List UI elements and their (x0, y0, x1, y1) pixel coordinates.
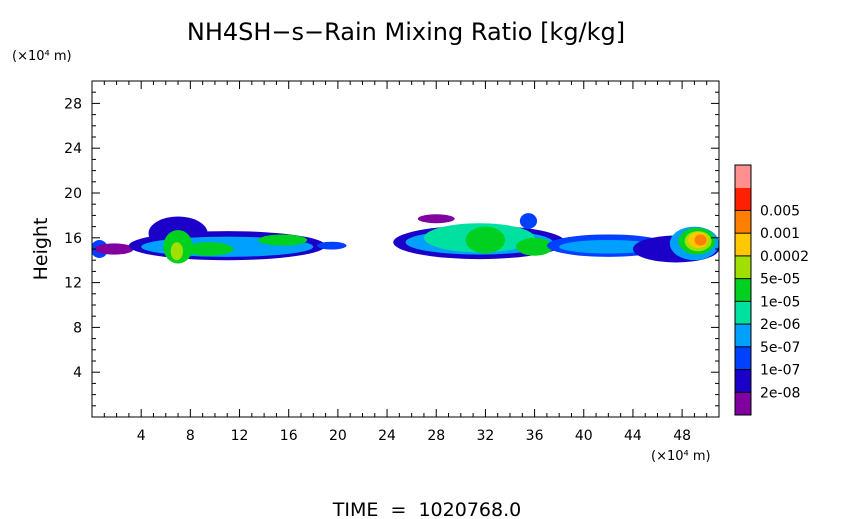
heatmap-region (519, 213, 538, 229)
x-tick-label: 28 (427, 428, 445, 444)
legend-label: 1e-07 (760, 363, 800, 379)
x-tick-label: 8 (186, 428, 195, 444)
y-tick-label: 4 (73, 365, 82, 381)
legend-swatch (735, 210, 751, 234)
y-tick-label: 12 (64, 276, 82, 292)
x-unit-label: (×10⁴ m) (651, 449, 711, 464)
heatmap-region (170, 242, 183, 261)
y-tick-label: 24 (64, 141, 82, 157)
y-unit-label: (×10⁴ m) (12, 49, 72, 64)
heatmap-region (465, 226, 506, 254)
legend-swatch (735, 369, 751, 393)
y-tick-label: 16 (64, 231, 82, 247)
legend-swatch (735, 233, 751, 256)
y-axis-label: Height (30, 218, 52, 281)
legend-swatch (735, 301, 751, 325)
legend-label: 5e-07 (760, 340, 800, 356)
x-tick-label: 32 (476, 428, 494, 444)
legend-label: 0.0002 (760, 249, 809, 265)
legend-swatch (735, 324, 751, 347)
heatmap-regions (92, 213, 719, 264)
x-tick-label: 44 (624, 428, 642, 444)
x-tick-label: 48 (673, 428, 691, 444)
legend-label: 0.001 (760, 226, 800, 242)
x-tick-label: 36 (526, 428, 544, 444)
x-tick-labels: 4 8 12 16 20 24 28 32 36 40 44 48 (137, 428, 691, 444)
x-tick-label: 24 (378, 428, 396, 444)
x-tick-label: 16 (280, 428, 298, 444)
color-legend: 2e-08 1e-07 5e-07 2e-06 1e-05 5e-05 0.0002 0.00… (734, 164, 809, 416)
legend-swatch (735, 278, 751, 302)
heatmap-region (94, 243, 134, 255)
legend-swatch (735, 165, 751, 188)
heatmap-region (257, 234, 308, 246)
legend-swatch (735, 346, 751, 370)
y-tick-label: 20 (64, 186, 82, 202)
heatmap-region (316, 241, 347, 250)
legend-swatch (735, 392, 751, 415)
x-tick-label: 20 (329, 428, 347, 444)
heatmap-region (516, 237, 554, 256)
heatmap-region (184, 242, 234, 256)
legend-label: 5e-05 (760, 272, 800, 288)
legend-label: 1e-05 (760, 294, 800, 310)
x-tick-label: 40 (575, 428, 593, 444)
heatmap-region (559, 240, 658, 254)
heatmap-region (694, 234, 707, 246)
x-tick-label: 12 (231, 428, 249, 444)
legend-swatch (735, 255, 751, 279)
y-tick-labels: 4 8 12 16 20 24 28 (64, 96, 82, 381)
axis-ticks (92, 81, 719, 417)
heatmap-region (417, 214, 455, 224)
x-tick-label: 4 (137, 428, 146, 444)
y-tick-label: 8 (73, 320, 82, 336)
legend-label: 0.005 (760, 203, 800, 219)
legend-frame (734, 164, 752, 416)
y-tick-label: 28 (64, 96, 82, 112)
chart-title: NH4SH−s−Rain Mixing Ratio [kg/kg] (187, 18, 625, 46)
legend-label: 2e-08 (760, 385, 800, 401)
time-footer: TIME = 1020768.0 (332, 499, 521, 519)
legend-swatch (735, 187, 751, 211)
legend-label: 2e-06 (760, 317, 800, 333)
